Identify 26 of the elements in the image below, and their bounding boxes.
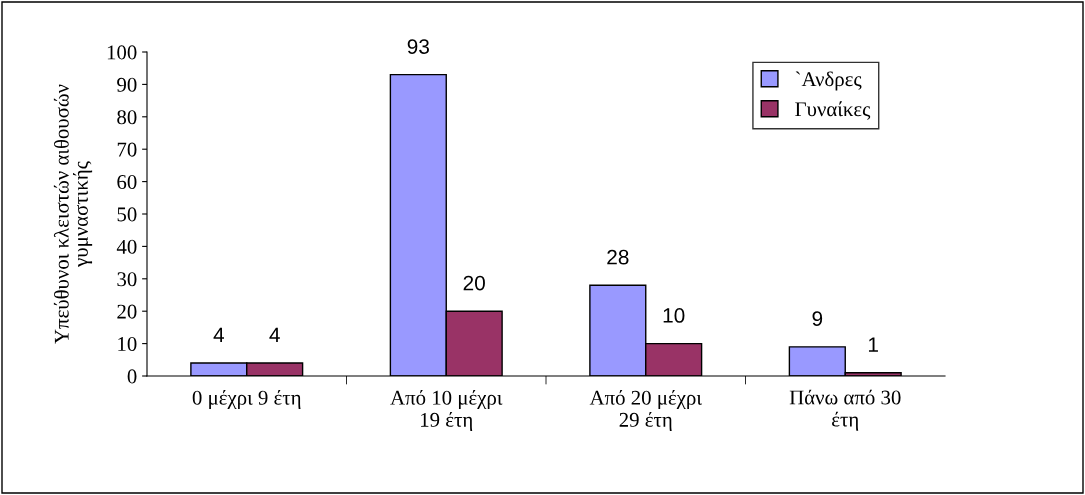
y-tick-label: 100 bbox=[107, 45, 137, 60]
y-tick-label: 20 bbox=[117, 304, 137, 319]
data-label: 4 bbox=[269, 327, 280, 343]
y-tick-label: 60 bbox=[117, 174, 137, 190]
legend-label: Γυναίκες bbox=[795, 101, 871, 120]
y-tick-label: 70 bbox=[117, 142, 137, 157]
y-tick-label: 10 bbox=[118, 336, 137, 352]
x-tick-label: 0 μέχρι 9 έτη bbox=[192, 389, 301, 410]
y-tick-label: 80 bbox=[117, 110, 137, 125]
data-label: 9 bbox=[812, 311, 823, 327]
y-tick-label: 90 bbox=[117, 77, 137, 92]
y-tick-label: 50 bbox=[117, 207, 137, 222]
data-label: 10 bbox=[663, 308, 685, 323]
data-label: 20 bbox=[463, 275, 485, 291]
y-tick-label: 0 bbox=[127, 369, 137, 384]
x-tick-label: Πάνω από 30 έτη bbox=[789, 389, 901, 431]
data-label: 93 bbox=[407, 39, 429, 54]
y-tick-label: 30 bbox=[117, 272, 137, 287]
x-tick-label: Από 10 μέχρι 19 έτη bbox=[390, 389, 503, 432]
y-tick-label: 40 bbox=[116, 239, 137, 254]
data-label: 28 bbox=[607, 249, 629, 265]
x-tick-label: Από 20 μέχρι 29 έτη bbox=[589, 389, 702, 432]
data-label: 4 bbox=[213, 327, 224, 343]
data-label: 1 bbox=[868, 337, 878, 352]
y-axis-title: Υπεύθυνοι κλειστών αιθουσών γυμναστικής bbox=[53, 84, 93, 344]
legend-label: `Ανδρες bbox=[795, 71, 862, 91]
